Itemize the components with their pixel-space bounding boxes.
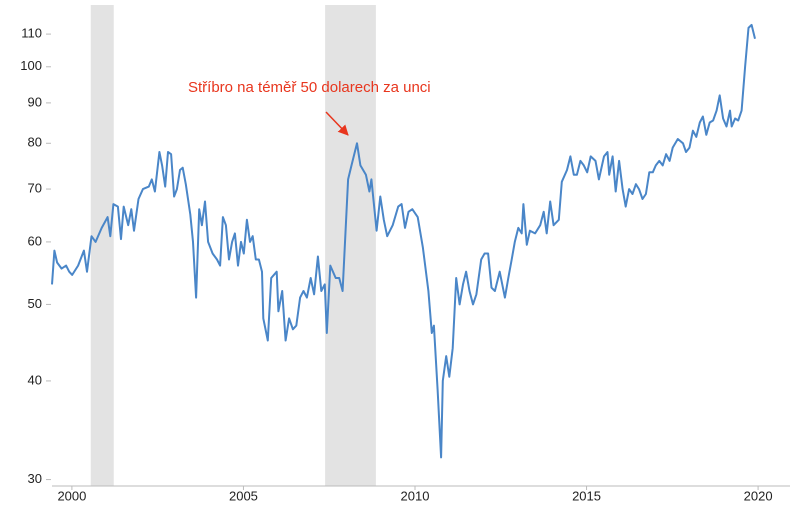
x-tick-label: 2015: [572, 488, 601, 503]
data-line: [51, 23, 756, 459]
x-tick-label: 2010: [401, 488, 430, 503]
y-tick-label: 110: [21, 26, 42, 41]
y-tick-label: 90: [28, 94, 42, 109]
y-tick-label: 30: [28, 471, 42, 486]
y-tick-label: 50: [28, 296, 42, 311]
y-tick-label: 60: [28, 233, 42, 248]
x-tick-label: 2000: [57, 488, 86, 503]
x-tick-label: 2005: [229, 488, 258, 503]
x-tick-label: 2020: [744, 488, 773, 503]
recession-band: [90, 5, 114, 486]
annotation: Stříbro na téměř 50 dolarech za unci: [188, 79, 431, 96]
y-tick-label: 70: [28, 180, 42, 195]
annotation-arrow: [325, 111, 349, 136]
y-tick-label: 80: [28, 135, 42, 150]
y-tick-label: 40: [28, 372, 42, 387]
recession-band: [325, 5, 376, 486]
y-tick-label: 100: [20, 58, 42, 73]
